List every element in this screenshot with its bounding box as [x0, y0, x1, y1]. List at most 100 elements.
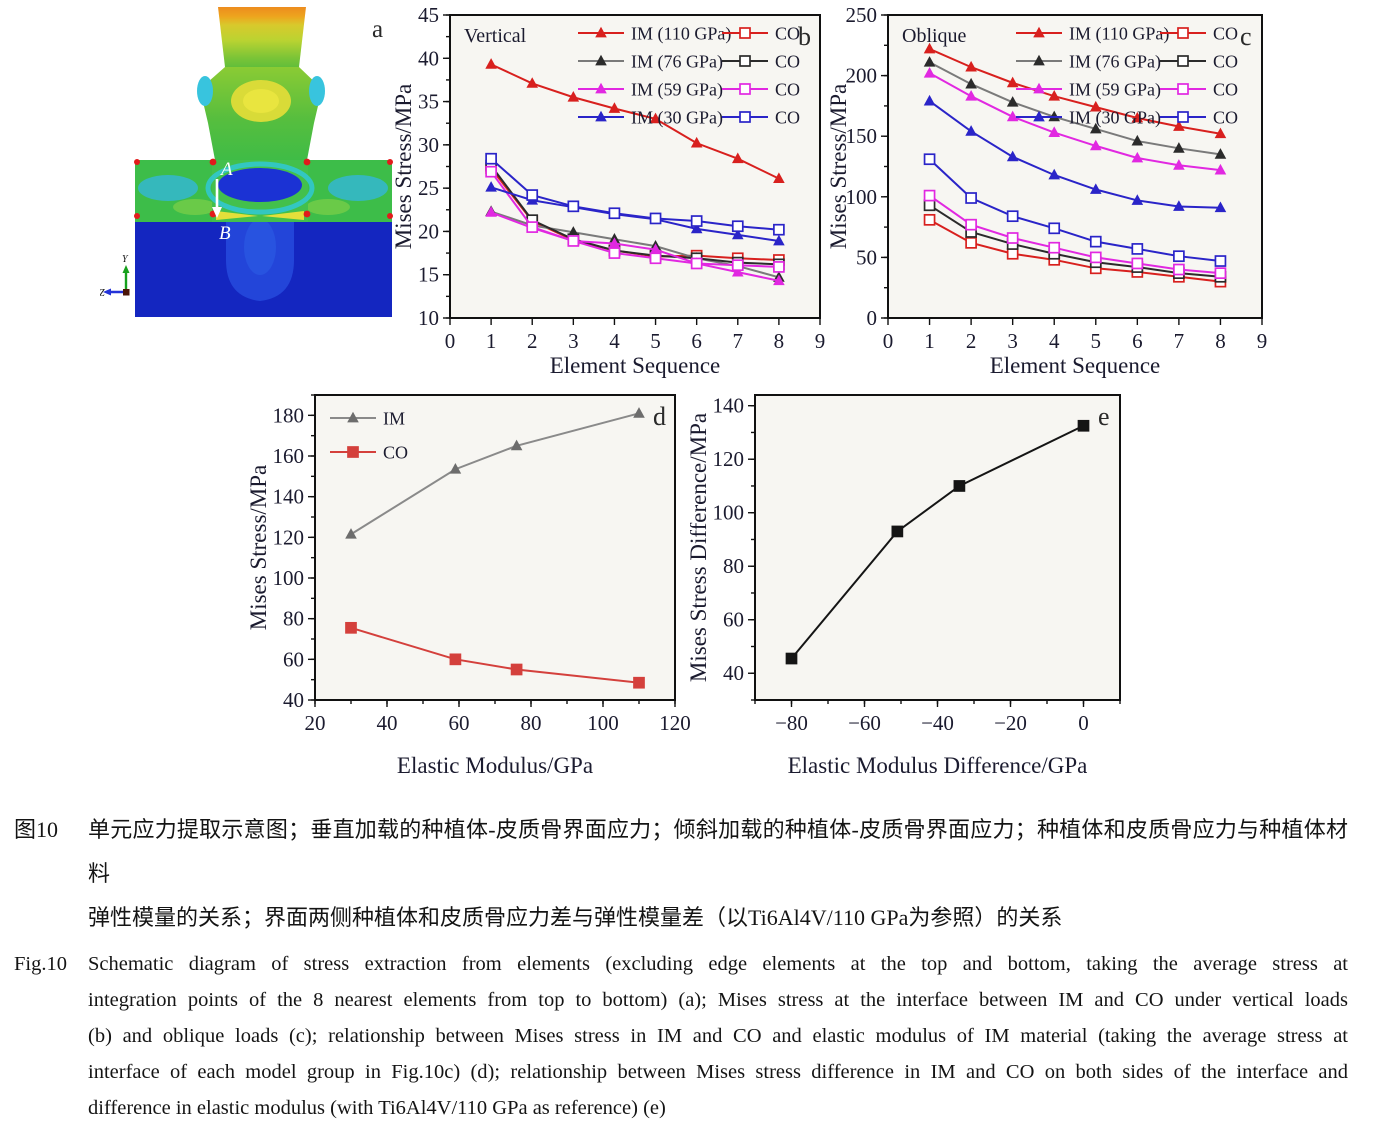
x-tick-label: 8 — [1215, 329, 1226, 353]
x-tick-label: 9 — [1257, 329, 1268, 353]
stress-hotspots — [134, 158, 393, 219]
series-line — [490, 171, 779, 268]
x-tick-label: −20 — [994, 711, 1027, 735]
data-point — [1173, 200, 1185, 211]
x-tick-label: 0 — [1078, 711, 1089, 735]
data-point — [923, 42, 936, 54]
y-tick-label: 100 — [273, 566, 305, 590]
y-tick-label: 180 — [273, 403, 305, 427]
x-tick-label: 2 — [966, 329, 977, 353]
legend-label: IM (30 GPa) — [1069, 108, 1161, 129]
series-line — [928, 194, 1221, 275]
x-tick-label: 7 — [1174, 329, 1185, 353]
y-tick-label: 250 — [846, 3, 878, 27]
y-tick-label: 140 — [713, 394, 745, 418]
data-point — [1214, 127, 1227, 139]
stress-contour-ring — [205, 161, 315, 215]
coordinate-triad: Y Z — [99, 254, 130, 299]
series-line — [928, 100, 1221, 209]
data-point — [690, 215, 703, 227]
x-tick-label: 5 — [1091, 329, 1102, 353]
chart-stress-vs-modulus: 20 40 60 80 100 120 40 60 80 100 120 140 160 180 Elast… — [250, 385, 690, 780]
series-line — [929, 72, 1221, 172]
plot-frame — [314, 394, 676, 701]
panel-letter: b — [798, 22, 811, 51]
caption-en-tag: Fig.10 — [14, 953, 67, 975]
y-tick-label: 60 — [723, 608, 744, 632]
interface-yellow-streak — [262, 211, 304, 220]
legend-label: IM (30 GPa) — [631, 108, 723, 129]
caption-cn-tag: 图10 — [14, 817, 59, 842]
data-point — [773, 172, 785, 184]
data-point — [739, 83, 751, 95]
implant-abutment — [218, 7, 306, 67]
series-line — [350, 626, 640, 684]
data-point — [347, 411, 359, 423]
data-point — [649, 243, 662, 255]
data-point — [1033, 82, 1045, 94]
data-point — [595, 54, 607, 66]
data-point — [608, 207, 621, 220]
data-point — [1006, 150, 1019, 162]
data-point — [1033, 26, 1045, 38]
data-point — [526, 77, 539, 88]
y-tick-label: 50 — [856, 245, 877, 269]
axis-z-label: Z — [100, 288, 105, 299]
data-point — [449, 463, 462, 474]
y-tick-label: 200 — [846, 64, 878, 88]
x-tick-label: −60 — [848, 711, 881, 735]
stress-contour-cyan-patch — [309, 76, 325, 106]
data-point — [1214, 255, 1227, 267]
data-point — [1006, 110, 1019, 122]
legend-label: CO — [1213, 24, 1238, 44]
data-point — [923, 199, 936, 212]
data-point — [595, 110, 607, 122]
point-b-label: B — [219, 223, 231, 244]
data-point — [1131, 257, 1144, 270]
data-point — [1006, 96, 1019, 107]
caption-en-line-2: integration points of the 8 nearest elem… — [0, 982, 1374, 1018]
data-point — [649, 212, 662, 225]
data-point — [731, 259, 744, 272]
caption-en-line-3: (b) and oblique loads (c); relationship … — [0, 1018, 1374, 1054]
data-point — [485, 206, 497, 217]
data-point — [1177, 27, 1189, 39]
data-point — [1214, 201, 1227, 213]
data-point — [649, 112, 662, 124]
data-point — [1006, 247, 1019, 260]
implant-root-shadow — [226, 222, 294, 301]
panel-letter: d — [653, 402, 666, 431]
data-point — [785, 652, 798, 665]
y-axis-label: Mises Stress/MPa — [250, 465, 271, 631]
data-point — [1089, 139, 1102, 151]
load-direction-label: Oblique — [902, 25, 967, 47]
figure-caption: 图10 单元应力提取示意图；垂直加载的种植体-皮质骨界面应力；倾斜加载的种植体-… — [0, 808, 1374, 1126]
data-point — [965, 60, 977, 72]
y-tick-label: 45 — [418, 3, 439, 27]
data-point — [1173, 120, 1185, 131]
fea-contour-image: A B Y Z a — [99, 7, 393, 317]
data-point — [1048, 241, 1061, 254]
data-point — [1173, 250, 1185, 263]
data-point — [965, 237, 977, 249]
data-point — [773, 261, 785, 273]
legend-label: IM (110 GPa) — [1069, 24, 1169, 45]
data-point — [739, 111, 751, 123]
caption-en-line-5: difference in elastic modulus (with Ti6A… — [0, 1090, 1374, 1126]
y-tick-label: 40 — [283, 688, 304, 712]
legend-label: CO — [775, 80, 800, 100]
arrowhead — [212, 207, 222, 218]
y-tick-label: 20 — [418, 219, 439, 243]
y-tick-label: 10 — [418, 306, 439, 330]
data-point — [567, 91, 580, 102]
figure-10: A B Y Z a 01234567891015202530354045Elem… — [14, 3, 1348, 1119]
data-point — [1048, 110, 1061, 122]
data-point — [567, 200, 580, 213]
data-point — [595, 82, 607, 94]
implant-root-core — [244, 219, 276, 275]
data-point — [1173, 142, 1185, 153]
chart-stress-difference-vs-modulus-difference: −80 −60 −40 −20 0 40 60 80 100 120 140 Elastic Modu… — [690, 385, 1140, 780]
caption-en-text: integration points of the 8 nearest elem… — [88, 989, 1348, 1011]
data-point — [1173, 159, 1185, 170]
